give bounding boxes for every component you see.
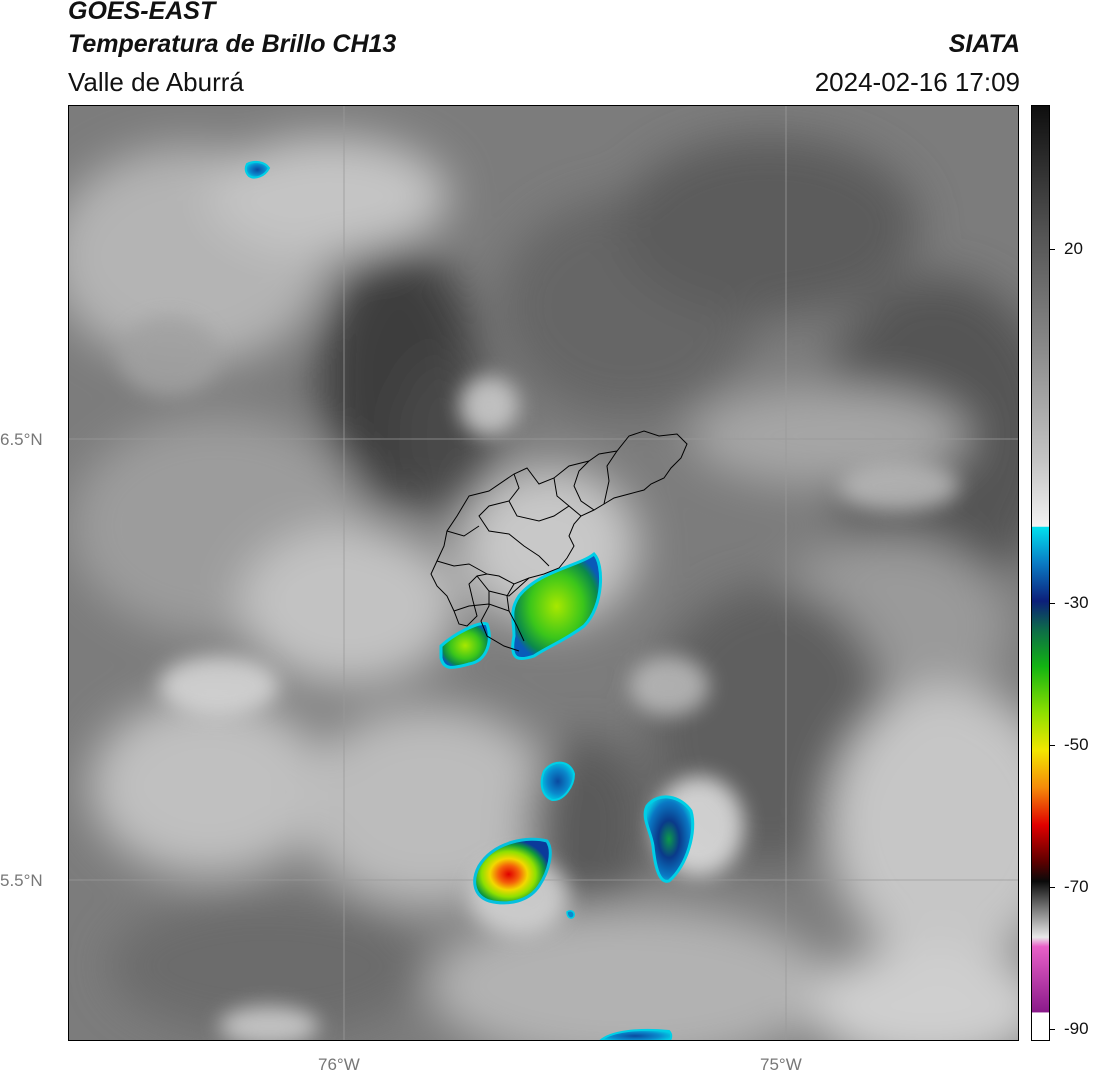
title-region: Valle de Aburrá bbox=[68, 67, 244, 97]
storm-cell-north bbox=[244, 160, 271, 179]
storm-cell-east bbox=[643, 795, 695, 883]
colorbar-label-20: 20 bbox=[1064, 239, 1083, 258]
colorbar-tick bbox=[1050, 745, 1055, 746]
colorbar-gradient bbox=[1032, 106, 1049, 1040]
lon-label-76: 76°W bbox=[318, 1055, 360, 1074]
colorbar-label-minus30: -30 bbox=[1064, 593, 1089, 612]
colorbar-tick bbox=[1050, 603, 1055, 604]
municipal-boundaries bbox=[430, 430, 688, 652]
colorbar bbox=[1031, 105, 1050, 1041]
storm-cell-west bbox=[439, 622, 491, 669]
colorbar-tick bbox=[1050, 249, 1055, 250]
lat-label-6-5: 6.5°N bbox=[0, 430, 43, 449]
colorbar-label-minus50: -50 bbox=[1064, 735, 1089, 754]
timestamp-label: 2024-02-16 17:09 bbox=[814, 67, 1020, 97]
storm-cell-bottom-edge bbox=[599, 1028, 673, 1040]
title-satellite: GOES-EAST bbox=[68, 0, 216, 25]
title-product: Temperatura de Brillo CH13 bbox=[68, 30, 397, 58]
storm-cell-main bbox=[511, 551, 603, 660]
map-canvas bbox=[69, 106, 1018, 1040]
colorbar-label-minus70: -70 bbox=[1064, 877, 1089, 896]
colorbar-label-minus90: -90 bbox=[1064, 1019, 1089, 1038]
brand-label: SIATA bbox=[948, 30, 1020, 58]
storm-cell-dot bbox=[566, 910, 575, 919]
colorbar-tick bbox=[1050, 887, 1055, 888]
satellite-map[interactable] bbox=[68, 105, 1019, 1041]
storm-cell-small-south bbox=[540, 761, 576, 801]
convective-cells bbox=[244, 160, 695, 1040]
lon-label-75: 75°W bbox=[760, 1055, 802, 1074]
lat-label-5-5: 5.5°N bbox=[0, 871, 43, 890]
colorbar-tick bbox=[1050, 1029, 1055, 1030]
storm-cell-south-hot bbox=[473, 837, 552, 905]
